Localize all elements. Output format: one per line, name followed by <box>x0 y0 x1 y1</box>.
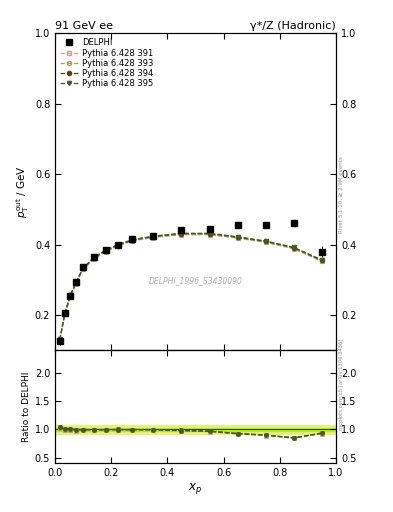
Text: mcplots.cern.ch [arXiv:1306.3436]: mcplots.cern.ch [arXiv:1306.3436] <box>339 338 344 430</box>
Text: 91 GeV ee: 91 GeV ee <box>55 21 113 31</box>
Legend: DELPHI, Pythia 6.428 391, Pythia 6.428 393, Pythia 6.428 394, Pythia 6.428 395: DELPHI, Pythia 6.428 391, Pythia 6.428 3… <box>58 37 155 90</box>
Text: Rivet 3.1.10, ≥ 2.9M events: Rivet 3.1.10, ≥ 2.9M events <box>339 156 344 233</box>
Text: DELPHI_1996_S3430090: DELPHI_1996_S3430090 <box>149 276 242 285</box>
Y-axis label: Ratio to DELPHI: Ratio to DELPHI <box>22 372 31 442</box>
Y-axis label: $p_\mathrm{T}^\mathrm{out}$ / GeV: $p_\mathrm{T}^\mathrm{out}$ / GeV <box>14 165 31 218</box>
X-axis label: $x_p$: $x_p$ <box>189 481 202 496</box>
Text: γ*/Z (Hadronic): γ*/Z (Hadronic) <box>250 21 336 31</box>
